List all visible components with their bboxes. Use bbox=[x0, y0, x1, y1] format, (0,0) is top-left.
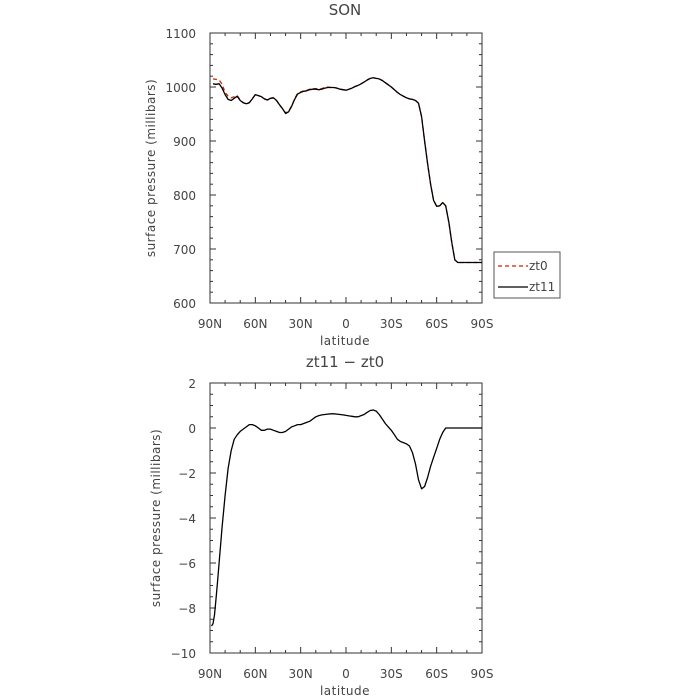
series-line-zt0 bbox=[212, 77, 482, 264]
y-tick-label: 900 bbox=[173, 135, 196, 149]
legend-label-zt0: zt0 bbox=[529, 259, 548, 273]
x-tick-label: 60N bbox=[243, 667, 267, 681]
x-tick-label: 30N bbox=[289, 667, 313, 681]
y-axis-label: surface pressure (millibars) bbox=[149, 429, 163, 607]
legend-box bbox=[493, 251, 561, 299]
legend-label-zt11: zt11 bbox=[529, 280, 555, 294]
x-tick-label: 30S bbox=[380, 317, 403, 331]
x-tick-label: 60S bbox=[425, 317, 448, 331]
y-tick-label: 700 bbox=[173, 243, 196, 257]
y-tick-label: −10 bbox=[171, 647, 196, 661]
y-tick-label: 1000 bbox=[165, 81, 196, 95]
x-tick-label: 90S bbox=[471, 317, 494, 331]
y-tick-label: 2 bbox=[188, 377, 196, 391]
x-tick-label: 0 bbox=[342, 317, 350, 331]
plot-frame bbox=[209, 32, 483, 304]
y-tick-label: 600 bbox=[173, 297, 196, 311]
y-tick-label: −8 bbox=[178, 602, 196, 616]
plot-frame bbox=[209, 382, 483, 654]
y-tick-label: −2 bbox=[178, 467, 196, 481]
y-tick-label: −4 bbox=[178, 512, 196, 526]
x-tick-label: 90N bbox=[198, 667, 222, 681]
x-tick-label: 90S bbox=[471, 667, 494, 681]
series-lines bbox=[210, 409, 482, 627]
legend: zt0 zt11 bbox=[493, 251, 561, 299]
x-ticks: 90N 60N 30N 0 30S 60S 90S bbox=[198, 33, 494, 331]
y-tick-label: −6 bbox=[178, 557, 196, 571]
y-ticks: 600 700 800 900 1000 1100 bbox=[165, 27, 482, 311]
x-ticks: 90N 60N 30N 0 30S 60S 90S bbox=[198, 383, 494, 681]
y-axis-label: surface pressure (millibars) bbox=[144, 79, 158, 257]
series-line-diff bbox=[210, 409, 482, 627]
y-tick-label: 0 bbox=[188, 422, 196, 436]
y-ticks: −10 −8 −6 −4 −2 0 2 bbox=[171, 377, 482, 661]
x-tick-label: 30N bbox=[289, 317, 313, 331]
y-tick-label: 1100 bbox=[165, 27, 196, 41]
x-tick-label: 90N bbox=[198, 317, 222, 331]
x-tick-label: 0 bbox=[342, 667, 350, 681]
y-tick-label: 800 bbox=[173, 189, 196, 203]
x-tick-label: 60S bbox=[425, 667, 448, 681]
x-tick-label: 30S bbox=[380, 667, 403, 681]
panel-top: SON 90N 60N 30N 0 30S 60S 90S 600 700 800 900 1000… bbox=[144, 1, 561, 348]
chart-title: zt11 − zt0 bbox=[306, 353, 384, 371]
series-lines bbox=[212, 77, 482, 264]
x-axis-label: latitude bbox=[320, 334, 370, 348]
panel-bottom: zt11 − zt0 90N 60N 30N 0 30S 60S 90S −10 −8 −6 −4… bbox=[149, 353, 493, 698]
x-axis-label: latitude bbox=[320, 684, 370, 698]
chart-title: SON bbox=[329, 1, 362, 19]
x-tick-label: 60N bbox=[243, 317, 267, 331]
series-line-zt11 bbox=[212, 77, 482, 264]
